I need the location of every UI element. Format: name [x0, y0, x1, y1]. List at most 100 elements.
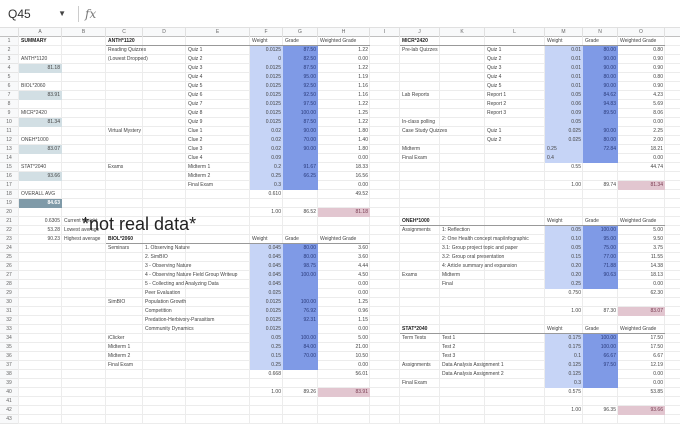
category-label[interactable]: Assignments: [402, 362, 431, 368]
grade-cell[interactable]: 90.00: [583, 127, 618, 136]
row-header-19[interactable]: 19: [0, 199, 19, 208]
category-label[interactable]: [106, 316, 110, 325]
item-label[interactable]: [485, 118, 489, 127]
item-label[interactable]: [485, 145, 489, 154]
grade-cell[interactable]: 92.50: [283, 91, 318, 100]
weighted-grade-cell[interactable]: 17.50: [650, 344, 663, 350]
row-header-9[interactable]: 9: [0, 109, 19, 118]
weight-cell[interactable]: 0.01: [545, 64, 583, 73]
weighted-grade-cell[interactable]: 0.96: [358, 308, 368, 314]
grade-cell[interactable]: 84.62: [583, 91, 618, 100]
category-label[interactable]: Exams: [402, 272, 418, 278]
grade-cell[interactable]: 100.00: [583, 343, 618, 352]
column-header-i[interactable]: I: [370, 28, 400, 37]
weighted-grade-cell[interactable]: 0.00: [358, 182, 368, 188]
item-label[interactable]: Clue 1: [188, 128, 203, 134]
item-label[interactable]: [440, 379, 444, 388]
weighted-grade-cell[interactable]: 3.75: [653, 245, 663, 251]
weight-cell[interactable]: 0.09: [545, 109, 583, 118]
category-label[interactable]: [106, 82, 110, 91]
weighted-grade-cell[interactable]: 1.80: [358, 146, 368, 152]
summary-course-label[interactable]: BIOL*2060: [21, 83, 46, 89]
current-grade[interactable]: 89.26: [303, 389, 316, 395]
item-label[interactable]: Quiz 8: [188, 110, 203, 116]
row-header-10[interactable]: 10: [0, 118, 19, 127]
summary-stat-value[interactable]: 53.28: [47, 227, 60, 233]
item-label[interactable]: 4 - Observing Nature Field Group Writeup: [145, 272, 238, 278]
weighted-grade-cell[interactable]: 1.25: [358, 299, 368, 305]
item-label[interactable]: 3.2: Group oral presentation: [442, 254, 505, 260]
weight-cell[interactable]: 0.045: [250, 244, 283, 253]
grade-cell[interactable]: 90.00: [283, 127, 318, 136]
weight-cell[interactable]: 0.0125: [250, 100, 283, 109]
weight-cell[interactable]: 0.0125: [250, 325, 283, 334]
grade-cell[interactable]: 100.00: [583, 226, 618, 235]
category-label[interactable]: Final Exam: [402, 380, 428, 386]
course-title-micr[interactable]: MICR*2420: [402, 38, 428, 44]
item-label[interactable]: Clue 3: [188, 146, 203, 152]
weighted-grade-cell[interactable]: 18.21: [650, 146, 663, 152]
category-label[interactable]: [400, 253, 404, 262]
category-label[interactable]: Midterm 1: [108, 344, 131, 350]
item-label[interactable]: Community Dynamics: [145, 326, 194, 332]
category-label[interactable]: Exams: [108, 164, 124, 170]
name-box[interactable]: Q45 ▼: [0, 7, 70, 21]
row-header-34[interactable]: 34: [0, 334, 19, 343]
grade-cell[interactable]: 100.00: [283, 109, 318, 118]
column-header-n[interactable]: N: [583, 28, 618, 37]
weighted-grade-cell[interactable]: 1.25: [358, 110, 368, 116]
row-header-28[interactable]: 28: [0, 280, 19, 289]
grade-cell[interactable]: 92.50: [283, 82, 318, 91]
total-weight[interactable]: 1.00: [271, 389, 281, 395]
weighted-grade-cell[interactable]: 1.16: [358, 92, 368, 98]
weighted-grade-header[interactable]: Weighted Grade: [320, 236, 357, 242]
weighted-grade-header[interactable]: Weighted Grade: [620, 218, 657, 224]
grade-cell[interactable]: 70.00: [283, 136, 318, 145]
row-header-1[interactable]: 1: [0, 37, 19, 46]
item-label[interactable]: Report 3: [487, 110, 507, 116]
final-course-grade[interactable]: 93.66: [618, 406, 665, 415]
category-label[interactable]: [400, 280, 404, 289]
item-label[interactable]: 5 - Collecting and Analyzing Data: [145, 281, 219, 287]
item-label[interactable]: Final: [442, 281, 453, 287]
course-title-biol[interactable]: BIOL*2060: [108, 236, 134, 242]
category-label[interactable]: [400, 109, 404, 118]
item-label[interactable]: Test 1: [442, 335, 456, 341]
weighted-grade-cell[interactable]: 4.50: [358, 272, 368, 278]
weight-header[interactable]: Weight: [252, 236, 268, 242]
column-header-f[interactable]: F: [250, 28, 283, 37]
row-header-27[interactable]: 27: [0, 271, 19, 280]
row-header-17[interactable]: 17: [0, 181, 19, 190]
category-label[interactable]: [106, 172, 110, 181]
column-header-e[interactable]: E: [186, 28, 250, 37]
weight-cell[interactable]: 0.02: [250, 127, 283, 136]
grade-cell[interactable]: [283, 289, 318, 298]
grade-cell[interactable]: 66.25: [283, 172, 318, 181]
weight-cell[interactable]: 0.01: [545, 73, 583, 82]
grade-header[interactable]: Grade: [285, 236, 299, 242]
category-label[interactable]: [106, 91, 110, 100]
grade-cell[interactable]: 90.00: [583, 64, 618, 73]
category-label[interactable]: Assignments: [402, 227, 431, 233]
grade-cell[interactable]: 90.00: [583, 55, 618, 64]
weighted-grade-cell[interactable]: 0.90: [653, 56, 663, 62]
grade-cell[interactable]: 87.50: [283, 64, 318, 73]
item-label[interactable]: 2. SimBIO: [145, 254, 168, 260]
item-label[interactable]: Quiz 3: [487, 65, 502, 71]
total-weight[interactable]: 1.00: [571, 182, 581, 188]
weight-header[interactable]: Weight: [547, 218, 563, 224]
total-weight[interactable]: 1.00: [271, 209, 281, 215]
weighted-grade-header[interactable]: Weighted Grade: [620, 38, 657, 44]
row-header-16[interactable]: 16: [0, 172, 19, 181]
row-header-20[interactable]: 20: [0, 208, 19, 217]
grade-header[interactable]: Grade: [585, 218, 599, 224]
row-header-14[interactable]: 14: [0, 154, 19, 163]
summary-course-average[interactable]: 81.34: [19, 118, 62, 127]
weight-cell[interactable]: 0.05: [250, 334, 283, 343]
column-header-m[interactable]: M: [545, 28, 583, 37]
category-label[interactable]: [106, 289, 110, 298]
item-label[interactable]: Quiz 2: [487, 137, 502, 143]
weighted-grade-cell[interactable]: 5.69: [653, 101, 663, 107]
item-label[interactable]: 1. Observing Nature: [145, 245, 190, 251]
weight-cell[interactable]: 0.0125: [250, 118, 283, 127]
